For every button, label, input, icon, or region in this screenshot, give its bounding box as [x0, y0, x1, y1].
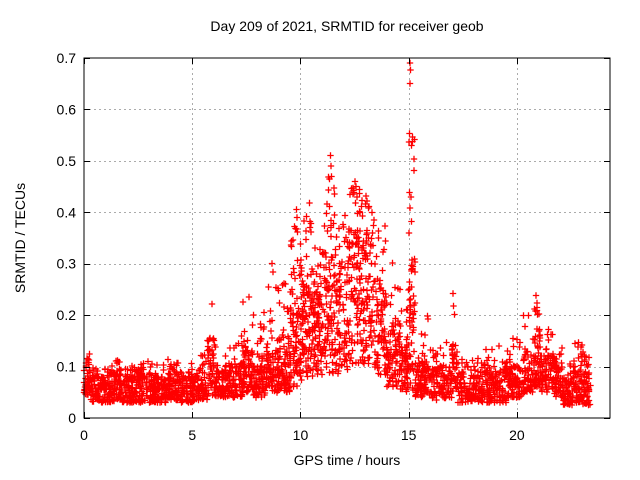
x-tick-label: 0: [80, 427, 88, 443]
x-tick-label: 15: [401, 427, 417, 443]
y-tick-label: 0.4: [57, 204, 77, 220]
y-tick-label: 0.2: [57, 307, 77, 323]
y-tick-label: 0.6: [57, 101, 77, 117]
plot-border: [83, 57, 611, 419]
axis-ticks: [84, 58, 610, 419]
x-tick-label: 10: [293, 427, 309, 443]
data-points: [80, 59, 594, 409]
scatter-markers: [80, 59, 594, 409]
x-axis-label: GPS time / hours: [294, 452, 401, 468]
chart-title: Day 209 of 2021, SRMTID for receiver geo…: [210, 18, 483, 34]
y-tick-labels: 0 0.1 0.2 0.3 0.4 0.5 0.6 0.7: [57, 50, 77, 426]
y-tick-label: 0.7: [57, 50, 77, 66]
x-tick-label: 20: [509, 427, 525, 443]
y-tick-label: 0.1: [57, 359, 77, 375]
y-tick-label: 0: [68, 410, 76, 426]
y-tick-label: 0.3: [57, 256, 77, 272]
y-tick-label: 0.5: [57, 153, 77, 169]
x-tick-labels: 0 5 10 15 20: [80, 427, 525, 443]
y-axis-label: SRMTID / TECUs: [12, 183, 28, 293]
x-tick-label: 5: [188, 427, 196, 443]
